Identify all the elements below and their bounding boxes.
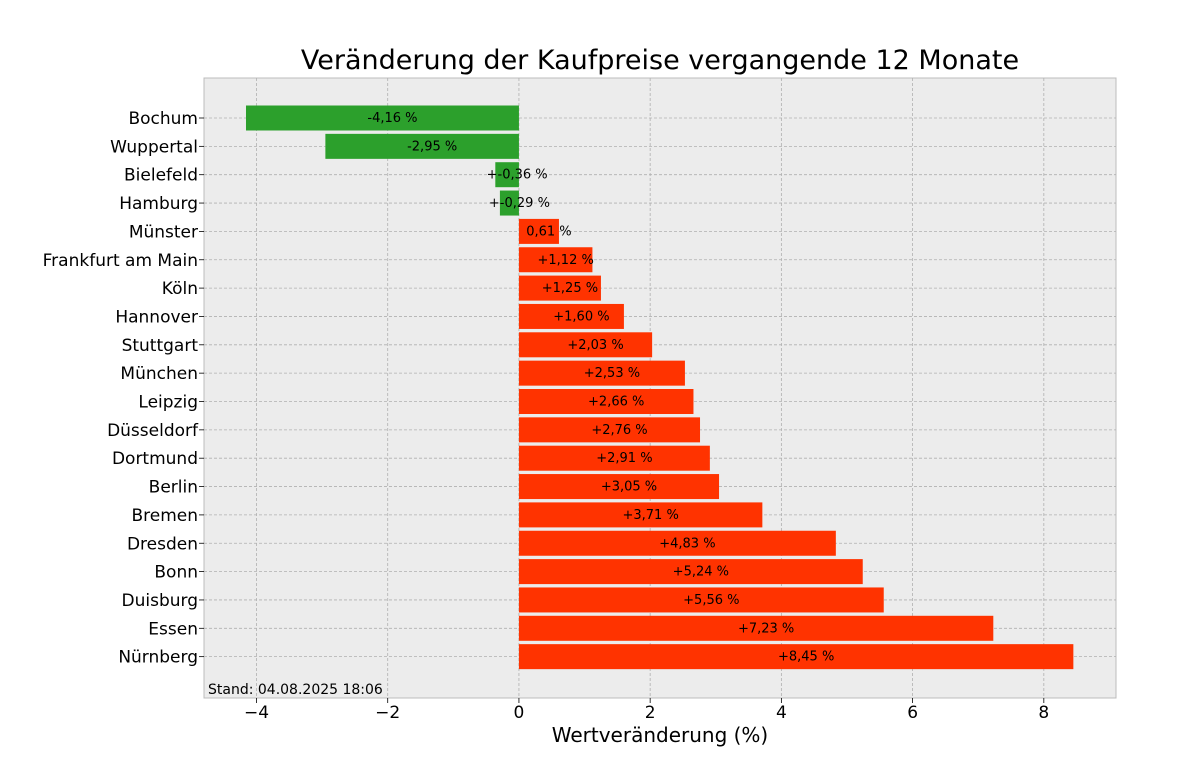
category-label: Köln: [162, 279, 198, 299]
bar-value-label: +8,45 %: [778, 650, 834, 665]
bar: [518, 389, 694, 414]
x-tick-label: 0: [514, 703, 525, 723]
category-label: Hamburg: [119, 194, 198, 214]
bar-value-label: +-0,29 %: [489, 196, 550, 211]
category-label: Dresden: [127, 534, 198, 554]
bar-value-label: -4,16 %: [367, 111, 417, 126]
bar-value-label: +4,83 %: [659, 536, 715, 551]
category-label: Bonn: [154, 563, 198, 583]
bar-value-label: +-0,36 %: [487, 168, 548, 183]
bar-value-label: +7,23 %: [738, 621, 794, 636]
bar-value-label: +2,03 %: [567, 338, 623, 353]
bar-value-label: -2,95 %: [407, 139, 457, 154]
x-tick-label: −4: [244, 703, 269, 723]
category-label: Dortmund: [112, 449, 198, 469]
category-label: Düsseldorf: [107, 421, 199, 441]
category-label: Essen: [148, 619, 198, 639]
x-ticks: −4 −2 0 2 4 6 8: [199, 117, 1049, 723]
bars: [245, 105, 1074, 670]
bar-value-label: +5,24 %: [673, 565, 729, 580]
category-label: Stuttgart: [122, 336, 199, 356]
bar-value-label: +5,56 %: [683, 593, 739, 608]
x-tick-label: −2: [375, 703, 400, 723]
bar: [518, 587, 884, 613]
x-axis-label: Wertveränderung (%): [552, 723, 769, 747]
category-label: Hannover: [115, 307, 198, 327]
category-label: Bochum: [128, 109, 198, 129]
category-label: Wuppertal: [110, 137, 198, 157]
chart-title: Veränderung der Kaufpreise vergangende 1…: [301, 45, 1019, 76]
bar: [518, 218, 559, 244]
bar: [518, 275, 601, 301]
bar: [495, 162, 519, 188]
category-label: Nürnberg: [118, 648, 198, 668]
bar-value-label: +2,76 %: [591, 423, 647, 438]
category-label: Frankfurt am Main: [43, 251, 198, 271]
category-label: Bielefeld: [124, 166, 198, 186]
bar: [518, 474, 720, 500]
category-label: Münster: [129, 222, 198, 242]
bar: [518, 530, 836, 556]
bar: [518, 502, 763, 528]
bar-value-label: 0,61 %: [526, 224, 571, 239]
bar: [245, 105, 519, 131]
bar: [518, 332, 653, 358]
bar: [518, 360, 685, 386]
x-tick-label: 8: [1038, 703, 1049, 723]
bar-value-label: +1,12 %: [538, 253, 594, 268]
bar: [518, 615, 994, 641]
bar: [518, 445, 710, 471]
bar-value-label: +2,66 %: [588, 395, 644, 410]
bar: [518, 303, 624, 329]
bar: [518, 247, 593, 273]
x-tick-label: 2: [645, 703, 656, 723]
category-label: Duisburg: [122, 591, 199, 611]
bar: [518, 559, 863, 585]
bar-value-label: +1,60 %: [553, 309, 609, 324]
category-label: München: [120, 364, 198, 384]
bar-value-label: +3,05 %: [601, 480, 657, 495]
bar: [518, 644, 1074, 670]
bar: [518, 417, 701, 443]
bar: [325, 133, 519, 159]
data-labels: -4,16 % -2,95 % +-0,36 % +-0,29 % 0,61 % +1,1…: [367, 111, 834, 665]
x-tick-label: 4: [776, 703, 787, 723]
bar-value-label: +2,91 %: [596, 451, 652, 466]
bar: [499, 190, 519, 216]
bar-value-label: +2,53 %: [584, 366, 640, 381]
x-tick-label: 6: [907, 703, 918, 723]
timestamp-annotation: Stand: 04.08.2025 18:06: [208, 682, 383, 698]
category-label: Bremen: [131, 506, 198, 526]
category-labels: Bochum Wuppertal Bielefeld Hamburg Münster Fr…: [43, 109, 199, 668]
bar-value-label: +3,71 %: [622, 508, 678, 523]
bar-value-label: +1,25 %: [542, 281, 598, 296]
category-label: Berlin: [149, 478, 198, 498]
category-label: Leipzig: [138, 393, 198, 413]
